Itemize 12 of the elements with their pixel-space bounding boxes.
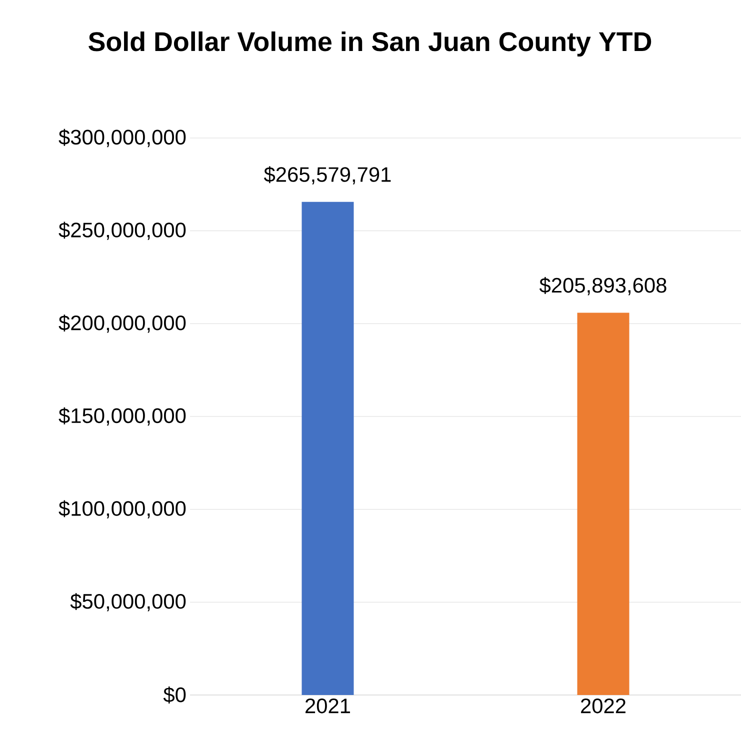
y-tick-label: $150,000,000 xyxy=(58,407,186,426)
y-tick-label: $300,000,000 xyxy=(58,128,186,148)
y-tick-label: $250,000,000 xyxy=(58,222,186,240)
data-label: $265,579,791 xyxy=(264,166,391,184)
data-label: $205,893,608 xyxy=(539,277,666,296)
y-tick-label: $50,000,000 xyxy=(70,593,186,612)
x-tick-label: 2021 xyxy=(306,698,350,714)
y-tick-label: $200,000,000 xyxy=(58,314,186,333)
x-tick-label: 2022 xyxy=(581,698,626,714)
y-tick-label: $100,000,000 xyxy=(58,500,186,518)
chart-title: Sold Dollar Volume in San Juan County YTD xyxy=(88,31,652,57)
y-tick-label: $0 xyxy=(163,686,186,704)
